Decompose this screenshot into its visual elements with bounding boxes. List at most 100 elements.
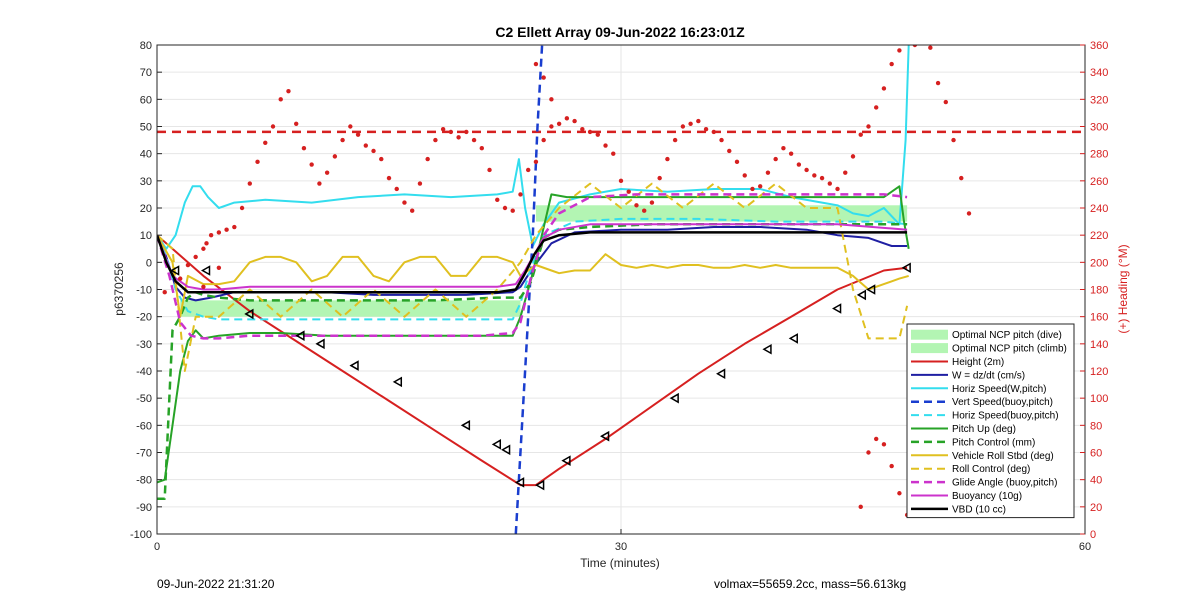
heading-point-55 <box>587 129 593 135</box>
right-tick-label-14: 280 <box>1090 149 1108 161</box>
left-tick-label-0: -100 <box>130 529 152 541</box>
heading-point-76 <box>750 186 755 192</box>
right-y-axis-label: (+) Heading (°M) <box>1116 244 1130 333</box>
left-tick-label-9: -10 <box>136 285 152 297</box>
series-line-2 <box>157 45 910 250</box>
height-marker-21 <box>901 262 911 274</box>
height-marker-12 <box>561 455 571 466</box>
heading-point-58 <box>611 151 616 156</box>
left-tick-label-7: -30 <box>136 339 152 351</box>
heading-point-57 <box>603 143 608 148</box>
right-tick-label-10: 200 <box>1090 257 1108 269</box>
x-tick-label-1: 30 <box>615 541 627 553</box>
heading-point-79 <box>773 156 778 162</box>
left-tick-label-6: -40 <box>136 366 152 378</box>
chart-title: C2 Ellett Array 09-Jun-2022 16:23:01Z <box>495 24 745 40</box>
left-tick-label-13: 30 <box>140 176 152 188</box>
heading-point-62 <box>642 208 647 213</box>
height-marker-4 <box>315 338 325 350</box>
left-tick-label-12: 20 <box>140 203 152 215</box>
legend-label-4: Horiz Speed(W,pitch) <box>952 384 1046 395</box>
heading-point-8 <box>224 227 229 232</box>
heading-point-11 <box>247 181 252 186</box>
heading-point-61 <box>634 203 639 208</box>
legend-label-5: Vert Speed(buoy,pitch) <box>952 397 1053 408</box>
legend: Optimal NCP pitch (dive) Optimal NCP pitc… <box>906 323 1075 519</box>
right-tick-label-13: 260 <box>1090 176 1108 188</box>
heading-point-30 <box>394 186 399 192</box>
height-marker-6 <box>392 376 403 388</box>
heading-point-106 <box>866 450 871 455</box>
x-axis-label: Time (minutes) <box>580 556 660 570</box>
heading-point-60 <box>626 189 631 194</box>
left-tick-label-5: -50 <box>136 393 152 405</box>
series-line-8 <box>157 182 909 372</box>
heading-point-84 <box>812 173 817 178</box>
series-line-6 <box>157 223 908 500</box>
right-tick-label-6: 120 <box>1090 366 1108 378</box>
heading-point-26 <box>363 143 368 148</box>
series-line-7 <box>157 234 909 318</box>
series-line-10 <box>157 223 908 291</box>
heading-point-41 <box>479 146 484 151</box>
heading-point-75 <box>742 173 747 178</box>
heading-point-101 <box>943 99 948 105</box>
right-tick-label-0: 0 <box>1090 529 1096 541</box>
heading-point-72 <box>719 137 724 143</box>
legend-label-0: Optimal NCP pitch (dive) <box>952 330 1062 341</box>
heading-point-73 <box>727 148 732 154</box>
legend-swatch-1 <box>911 343 948 354</box>
height-marker-0 <box>170 265 180 276</box>
heading-point-27 <box>371 148 376 154</box>
heading-point-37 <box>448 129 454 135</box>
heading-point-18 <box>301 146 307 151</box>
heading-point-83 <box>804 167 809 173</box>
height-marker-14 <box>669 392 679 404</box>
heading-point-10 <box>239 205 245 211</box>
right-tick-label-16: 320 <box>1090 94 1108 106</box>
right-tick-label-18: 360 <box>1090 40 1108 52</box>
heading-point-53 <box>572 118 577 124</box>
heading-point-19 <box>309 162 314 167</box>
legend-label-3: W = dz/dt (cm/s) <box>952 370 1025 381</box>
heading-point-81 <box>788 151 794 156</box>
heading-point-99 <box>928 45 933 50</box>
left-tick-label-14: 40 <box>140 149 152 161</box>
heading-point-24 <box>348 124 353 129</box>
series-line-11 <box>157 231 908 294</box>
heading-point-66 <box>672 137 678 143</box>
height-marker-13 <box>600 430 610 442</box>
right-tick-label-11: 220 <box>1090 230 1108 242</box>
heading-point-67 <box>680 124 686 129</box>
height-marker-9 <box>501 444 511 456</box>
heading-point-43 <box>495 197 500 203</box>
heading-point-35 <box>433 137 438 143</box>
height-marker-19 <box>856 289 867 301</box>
legend-label-9: Vehicle Roll Stbd (deg) <box>952 451 1054 462</box>
right-tick-label-12: 240 <box>1090 203 1108 215</box>
heading-point-86 <box>827 181 832 186</box>
heading-point-102 <box>951 137 956 143</box>
heading-point-4 <box>201 246 206 251</box>
heading-point-6 <box>208 232 214 238</box>
heading-point-25 <box>355 132 361 137</box>
heading-point-88 <box>843 170 848 175</box>
optimal-pitch-bands <box>180 205 908 317</box>
heading-point-49 <box>541 137 546 143</box>
heading-point-54 <box>580 127 585 132</box>
heading-point-0 <box>162 290 167 295</box>
height-marker-8 <box>491 439 502 450</box>
heading-point-63 <box>649 200 655 205</box>
series-line-3 <box>514 45 544 534</box>
series-line-4 <box>157 217 908 321</box>
right-axis-ticks: 0 20 40 60 80 100 120 140 160 180 200 220 240 260 280 3… <box>1080 40 1108 541</box>
y-axis-label: p6370256 <box>112 262 126 316</box>
heading-point-39 <box>464 129 469 135</box>
right-tick-label-7: 140 <box>1090 339 1108 351</box>
heading-point-113 <box>541 75 546 80</box>
right-tick-label-1: 20 <box>1090 502 1102 514</box>
left-tick-label-8: -20 <box>136 312 152 324</box>
heading-point-59 <box>618 178 624 184</box>
heading-point-17 <box>294 121 299 126</box>
heading-point-112 <box>533 61 539 67</box>
